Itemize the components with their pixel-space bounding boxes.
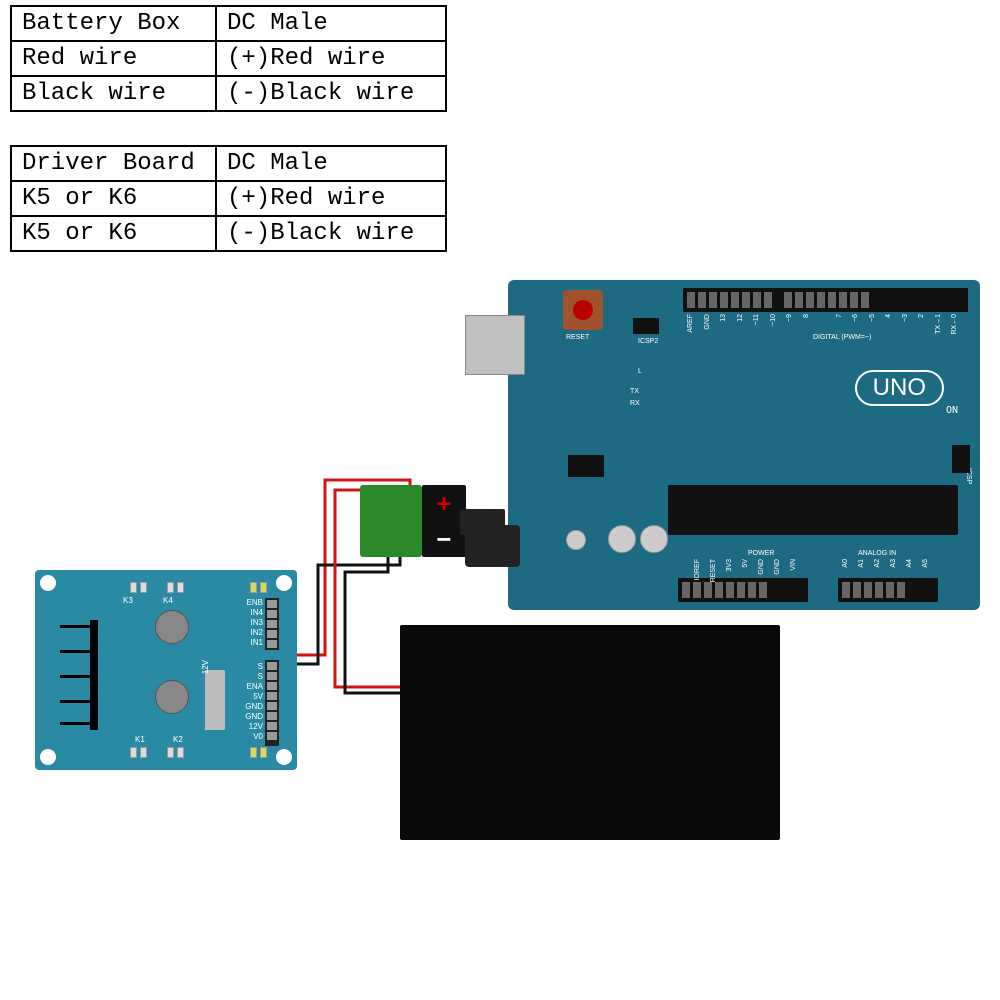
power-label: POWER (748, 550, 774, 557)
label-in2: IN2 (251, 628, 263, 637)
capacitor-icon (640, 525, 668, 553)
pin-label: A0 (842, 559, 849, 568)
label-gnd1: GND (245, 702, 263, 711)
label-in1: IN1 (251, 638, 263, 647)
pin-label: A2 (874, 559, 881, 568)
pin-label: A1 (858, 559, 865, 568)
dc-plus-sign: + (437, 491, 451, 515)
pin-label: TX→1 (935, 314, 942, 334)
capacitor-icon (566, 530, 586, 550)
rx-label: RX (630, 400, 640, 407)
pin-label: RX←0 (951, 314, 958, 335)
pin-label: IOREF (694, 559, 701, 580)
dc-terminal-green (360, 485, 422, 557)
label-gnd2: GND (245, 712, 263, 721)
pad-k2 (167, 747, 184, 758)
pin-label: ~9 (786, 314, 793, 322)
pin-label: 4 (885, 314, 892, 318)
pin-header-input (265, 598, 279, 650)
motor-driver-board: K3 K4 K1 K2 ENB IN4 IN3 IN2 IN1 S S ENA … (35, 570, 297, 770)
on-label: ON (946, 405, 958, 416)
pad-top (250, 582, 267, 593)
tx-label: TX (630, 388, 639, 395)
label-in3: IN3 (251, 618, 263, 627)
arduino-pcb: RESET ICSP2 DIGITAL (PWM=~) AREF GND 13 12 ~… (508, 280, 980, 610)
heatsink-icon (60, 620, 100, 730)
label-k1: K1 (135, 735, 145, 744)
icsp2-label: ICSP2 (638, 338, 658, 345)
analog-pin-labels: A0 A1 A2 A3 A4 A5 (842, 559, 942, 577)
pad-bottom (250, 747, 267, 758)
pin-label: A4 (906, 559, 913, 568)
pin-label: ~10 (770, 314, 777, 326)
capacitor-icon (608, 525, 636, 553)
pin-label: RESET (710, 559, 717, 582)
pin-header-power (265, 660, 279, 746)
label-5v: 5V (253, 692, 263, 701)
pin-label: A3 (890, 559, 897, 568)
label-in4: IN4 (251, 608, 263, 617)
battery-box (400, 625, 780, 840)
power-pin-header (678, 578, 808, 602)
arduino-uno-board: RESET ICSP2 DIGITAL (PWM=~) AREF GND 13 12 ~… (490, 275, 985, 615)
voltage-regulator (568, 455, 604, 477)
pin-label: 7 (836, 314, 843, 318)
pin-label: AREF (687, 314, 694, 333)
pin-label: 3V3 (726, 559, 733, 571)
icsp2-header (633, 318, 659, 334)
analog-label: ANALOG IN (858, 550, 896, 557)
label-ena: ENA (247, 682, 263, 691)
black-wire-battery (345, 540, 402, 693)
pin-label: GND (758, 559, 765, 575)
pad-k4 (167, 582, 184, 593)
driver-chip (205, 670, 225, 730)
pin-label: 12 (737, 314, 744, 322)
pin-label: ~6 (852, 314, 859, 322)
digital-pin-header (683, 288, 968, 312)
mounting-hole (40, 749, 56, 765)
power-pin-labels: IOREFRESET3V35VGNDGNDVIN (694, 559, 809, 577)
label-12v: 12V (249, 722, 263, 731)
label-k4: K4 (163, 596, 173, 605)
pin-label: 13 (720, 314, 727, 322)
l-label: L (638, 368, 642, 375)
analog-pin-header (838, 578, 938, 602)
reset-button[interactable] (563, 290, 603, 330)
capacitor-icon (155, 610, 189, 644)
pin-label: 2 (918, 314, 925, 318)
label-12v-side: 12V (201, 660, 210, 674)
uno-logo: UNO (855, 370, 944, 406)
atmega-chip (668, 485, 958, 535)
label-s1: S (258, 662, 263, 671)
digital-pin-labels: AREF GND 13 12 ~11 ~10 ~9 8 7 ~6 ~5 4 ~3 2 TX→1 RX←0 (687, 314, 972, 332)
pad-k3 (130, 582, 147, 593)
icsp-header (952, 445, 970, 473)
dc-minus-sign: − (437, 527, 451, 551)
pin-label: GND (704, 314, 711, 330)
label-k3: K3 (123, 596, 133, 605)
label-enb: ENB (247, 598, 263, 607)
arduino-dc-jack (465, 525, 520, 567)
pin-label: ~3 (902, 314, 909, 322)
label-k2: K2 (173, 735, 183, 744)
reset-label: RESET (566, 334, 589, 341)
pin-label: ~5 (869, 314, 876, 322)
mounting-hole (276, 749, 292, 765)
digital-label: DIGITAL (PWM=~) (813, 334, 871, 341)
pin-label: VIN (790, 559, 797, 571)
capacitor-icon (155, 680, 189, 714)
label-s2: S (258, 672, 263, 681)
pin-label: 5V (742, 559, 749, 568)
mounting-hole (276, 575, 292, 591)
pad-k1 (130, 747, 147, 758)
usb-port (465, 315, 525, 375)
pin-label: GND (774, 559, 781, 575)
pin-label: A5 (922, 559, 929, 568)
mounting-hole (40, 575, 56, 591)
label-v0: V0 (253, 732, 263, 741)
pin-label: 8 (803, 314, 810, 318)
pin-label: ~11 (753, 314, 760, 325)
